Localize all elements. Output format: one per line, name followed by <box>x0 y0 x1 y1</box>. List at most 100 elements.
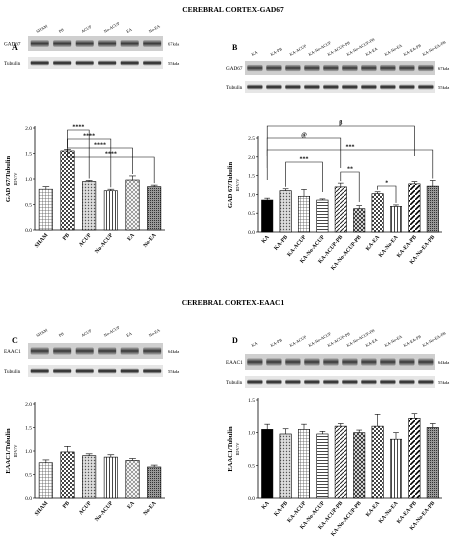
bar <box>125 179 140 231</box>
blot-band <box>247 84 263 90</box>
y-tick-label: 0.0 <box>248 496 255 502</box>
blot-band <box>53 60 72 66</box>
bar <box>297 195 311 233</box>
blot-lane-label: KA <box>251 341 259 348</box>
significance-bracket <box>67 138 112 188</box>
blot-strip <box>245 354 435 370</box>
blot-band <box>143 347 162 355</box>
blot-band <box>75 347 94 355</box>
bar <box>316 433 329 499</box>
y-tick-label: 1.5 <box>25 152 32 158</box>
significance-label: **** <box>105 152 117 158</box>
blot-band <box>304 358 320 366</box>
blot-band <box>380 379 396 385</box>
blot-lane-label: KA-EA <box>365 46 379 57</box>
blot-lane-label: PB <box>58 331 65 338</box>
blot-band <box>266 64 282 72</box>
blot-band <box>53 347 72 355</box>
bar <box>389 438 403 499</box>
blot-lane-label: SHAM <box>35 327 48 338</box>
blot-lane-label: EA <box>125 331 132 338</box>
bar <box>353 208 366 233</box>
blot-lane-label: KA-ACUP <box>289 334 308 348</box>
blot-row-label: EAAC1 <box>4 349 21 355</box>
panel-b: BKA KA-PB KA-ACUP KA-No-ACUPKA-ACUP-PBKA-No… <box>226 37 449 272</box>
x-tick-label: KA <box>261 234 271 244</box>
blot-band <box>342 358 358 366</box>
bar <box>408 183 421 233</box>
x-tick-label: No-EA <box>143 232 158 248</box>
blot-lane-label: No-EA <box>148 327 161 337</box>
blot-strip <box>245 81 435 93</box>
y-tick-label: 0.0 <box>25 496 32 502</box>
blot-lane-label: KA-No-EA <box>384 43 403 57</box>
y-tick-label: 0.5 <box>25 473 32 479</box>
blot-band <box>361 64 377 72</box>
x-tick-label: KA-PB <box>273 234 289 251</box>
blot-band <box>53 368 72 374</box>
x-tick-label: PB <box>62 500 71 510</box>
panel-letter: C <box>12 336 18 345</box>
bar <box>426 427 439 499</box>
blot-lane-label: KA <box>251 50 259 57</box>
bar <box>82 181 97 231</box>
significance-label: @ <box>301 133 307 139</box>
blot-band <box>75 40 94 47</box>
y-axis-label-unit: IDV/V <box>235 178 240 191</box>
x-tick-label: PB <box>62 232 71 242</box>
bar <box>371 193 384 233</box>
blot-row-label: Tubulin <box>4 369 21 375</box>
significance-bracket <box>266 137 342 168</box>
bar <box>38 462 53 499</box>
significance-bracket <box>340 171 360 202</box>
bar <box>426 185 439 233</box>
blot-band <box>98 60 117 66</box>
blot-band <box>418 64 434 72</box>
blot-band <box>399 64 415 72</box>
y-axis-label: EAAC1/Tubulin <box>227 426 234 472</box>
bar <box>103 456 118 499</box>
blot-lane-label: EA <box>125 27 132 34</box>
y-tick-label: 0.0 <box>248 230 255 236</box>
bar <box>316 199 329 233</box>
y-tick-label: 1.0 <box>25 177 32 183</box>
x-tick-label: No-ACUP <box>94 232 115 255</box>
blot-lane-label: KA-EA <box>365 337 379 348</box>
blot-band <box>380 84 396 90</box>
blot-band <box>30 347 49 355</box>
x-tick-label: KA-EA <box>365 234 381 252</box>
panel-letter: A <box>12 43 18 52</box>
blot-band <box>323 64 339 72</box>
blot-row-label: Tubulin <box>226 85 243 91</box>
blot-band <box>120 40 139 47</box>
y-tick-label: 0.0 <box>25 228 32 234</box>
y-tick-label: 2.0 <box>248 155 255 161</box>
blot-band <box>143 40 162 47</box>
blot-band <box>53 40 72 47</box>
blot-band <box>399 84 415 90</box>
blot-lane-label: KA-PB <box>270 46 284 57</box>
bar <box>261 199 274 233</box>
blot-band <box>75 60 94 66</box>
y-tick-label: 2.0 <box>25 402 32 408</box>
significance-bracket <box>377 185 397 203</box>
blot-band <box>143 60 162 66</box>
x-tick-label: KA-EA <box>365 500 381 518</box>
x-tick-label: ACUP <box>78 500 93 516</box>
bar <box>60 150 75 231</box>
blot-band <box>120 60 139 66</box>
blot-row-size: 55kda <box>168 369 179 374</box>
blot-lane-label: ACUP <box>80 24 93 34</box>
blot-band <box>30 40 49 47</box>
significance-label: ** <box>347 167 353 173</box>
blot-lane-label: No-ACUP <box>103 20 121 34</box>
x-tick-label: ACUP <box>78 232 93 248</box>
significance-label: * <box>385 181 388 187</box>
blot-band <box>247 64 263 72</box>
blot-band <box>342 379 358 385</box>
panel-d: D KA KA-PB KA-ACUP KA-No-ACUPKA-ACUP-PBKA-No… <box>226 328 449 538</box>
bar <box>334 186 347 233</box>
blot-band <box>266 358 282 366</box>
blot-row-size: 64kda <box>438 360 449 365</box>
